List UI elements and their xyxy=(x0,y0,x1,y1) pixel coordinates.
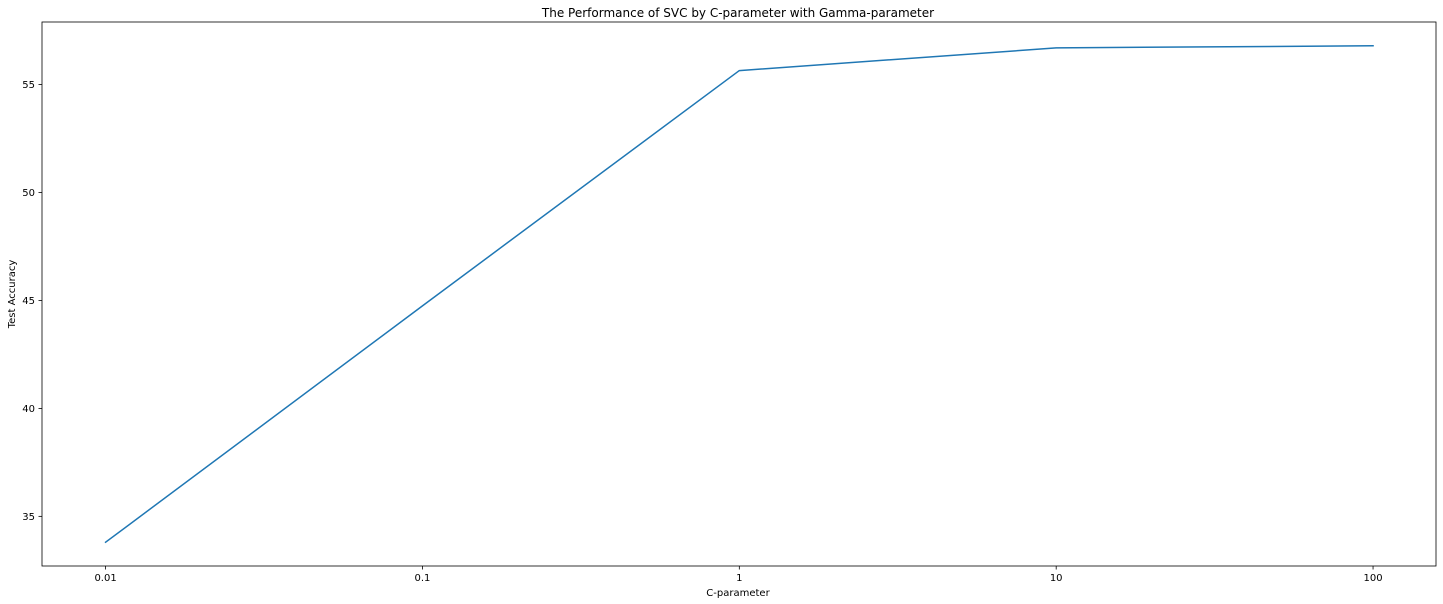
y-axis: 35 40 45 50 55 xyxy=(22,80,42,523)
x-tick-label: 0.1 xyxy=(414,573,430,584)
y-tick-label: 45 xyxy=(22,296,35,307)
y-tick-label: 40 xyxy=(22,404,35,415)
x-tick-label: 10 xyxy=(1050,573,1063,584)
x-axis-label: C-parameter xyxy=(706,588,770,599)
x-tick-label: 1 xyxy=(736,573,742,584)
y-tick-label: 35 xyxy=(22,512,35,523)
chart-title: The Performance of SVC by C-parameter wi… xyxy=(541,6,934,20)
y-tick-label: 50 xyxy=(22,188,35,199)
x-tick-label: 0.01 xyxy=(94,573,116,584)
y-axis-label: Test Accuracy xyxy=(7,260,18,330)
x-axis: 0.01 0.1 1 10 100 xyxy=(94,566,1383,584)
series-line xyxy=(104,44,1374,544)
x-tick-label: 100 xyxy=(1364,573,1383,584)
y-tick-label: 55 xyxy=(22,80,35,91)
